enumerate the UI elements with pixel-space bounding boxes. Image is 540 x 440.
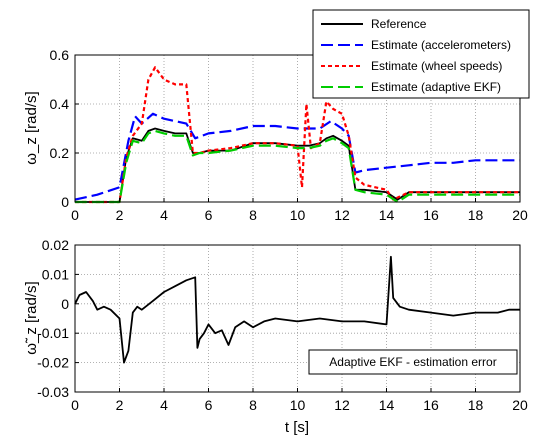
- x-tick-label: 10: [290, 207, 306, 223]
- x-tick-label: 6: [205, 207, 213, 223]
- series-line-3: [75, 129, 520, 204]
- x-tick-label: 8: [249, 397, 257, 413]
- bottom-plot: 0 2 4 6 8 10 12 14 16 18 20 -0.03 -0.02 -0.01 0 0.01 0.0…: [23, 237, 528, 436]
- x-tick-label: 8: [249, 207, 257, 223]
- y-tick-label: -0.01: [37, 325, 69, 341]
- legend: Reference Estimate (accelerometers) Estima…: [312, 9, 530, 99]
- x-tick-label: 18: [468, 207, 484, 223]
- series-line-0: [74, 255, 520, 364]
- x-tick-label: 12: [334, 207, 350, 223]
- x-tick-label: 14: [379, 397, 395, 413]
- x-tick-label: 4: [160, 397, 168, 413]
- bottom-plot-ticks: 0 2 4 6 8 10 12 14 16 18 20 -0.03 -0.02 -0.01 0 0.01 0.0…: [37, 237, 528, 413]
- x-tick-label: 10: [290, 397, 306, 413]
- x-tick-label: 12: [334, 397, 350, 413]
- x-tick-label: 4: [160, 207, 168, 223]
- series-line-2: [75, 66, 520, 204]
- x-tick-label: 14: [379, 207, 395, 223]
- bottom-plot-xlabel: t [s]: [285, 419, 309, 436]
- y-tick-label: 0: [61, 194, 69, 210]
- y-tick-label: 0: [61, 296, 69, 312]
- y-tick-label: 0.02: [42, 237, 69, 253]
- top-plot-ticks: 0 2 4 6 8 10 12 14 16 18 20 0 0.2 0.4 0.6: [50, 47, 528, 223]
- series-line-1: [74, 112, 520, 201]
- x-tick-label: 18: [468, 397, 484, 413]
- bottom-plot-ylabel: ω̃_z [rad/s]: [23, 281, 40, 354]
- top-plot-series: [74, 66, 520, 204]
- x-tick-label: 0: [71, 397, 79, 413]
- legend-label: Estimate (adaptive EKF): [371, 80, 501, 94]
- x-tick-label: 0: [71, 207, 79, 223]
- y-tick-label: 0.2: [50, 145, 70, 161]
- y-tick-label: 0.6: [50, 47, 70, 63]
- x-tick-label: 20: [512, 207, 528, 223]
- y-tick-label: -0.02: [37, 355, 69, 371]
- y-tick-label: 0.4: [50, 96, 70, 112]
- legend-label: Estimate (wheel speeds): [371, 59, 502, 73]
- annotation-text: Adaptive EKF - estimation error: [329, 355, 496, 369]
- x-tick-label: 2: [116, 207, 124, 223]
- bottom-plot-series: [74, 255, 520, 364]
- x-tick-label: 16: [423, 397, 439, 413]
- y-tick-label: 0.01: [42, 266, 69, 282]
- annotation-box: [308, 349, 518, 375]
- x-tick-label: 2: [116, 397, 124, 413]
- y-tick-label: -0.03: [37, 384, 69, 400]
- bottom-plot-grid: [75, 245, 520, 392]
- x-tick-label: 16: [423, 207, 439, 223]
- annotation: Adaptive EKF - estimation error: [308, 349, 518, 375]
- x-tick-label: 6: [205, 397, 213, 413]
- legend-label: Estimate (accelerometers): [371, 38, 511, 52]
- x-tick-label: 20: [512, 397, 528, 413]
- top-plot-ylabel: ω_z [rad/s]: [23, 91, 40, 164]
- legend-label: Reference: [371, 17, 427, 31]
